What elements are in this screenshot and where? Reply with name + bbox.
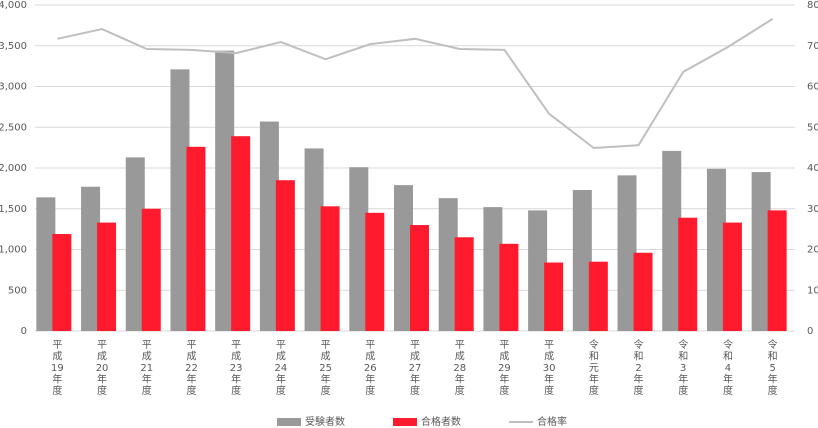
bar (81, 186, 101, 331)
bar (365, 212, 385, 331)
y-tick-label: 4,000 (0, 0, 27, 11)
x-tick-label: 令和元年度 (589, 338, 599, 397)
legend-label: 受験者数 (305, 415, 345, 428)
bar (304, 148, 324, 331)
x-tick-label: 令和 2 年度 (634, 338, 644, 397)
bar (52, 234, 72, 331)
bar (36, 197, 56, 331)
y-tick-label: 3,500 (0, 41, 27, 52)
bar (499, 243, 519, 331)
x-tick-label: 平成 21 年度 (140, 340, 153, 397)
bar (483, 207, 503, 331)
bar (722, 222, 742, 331)
bar (438, 198, 458, 331)
y-tick-label: 500 (8, 285, 27, 296)
x-tick-label: 平成 19 年度 (51, 340, 64, 397)
x-tick-label: 令和 4 年度 (723, 338, 733, 397)
bar (349, 167, 369, 331)
bar (231, 136, 251, 331)
bar (141, 208, 161, 331)
x-tick-label: 平成 24 年度 (275, 340, 288, 397)
x-tick-label: 平成 26 年度 (364, 340, 377, 397)
bar (320, 206, 340, 331)
y-tick-label: 2,500 (0, 122, 27, 133)
x-tick-label: 平成 25 年度 (319, 340, 332, 397)
y2-tick-label: 70 (807, 41, 818, 52)
grid (35, 4, 795, 332)
x-tick-label: 令和 5 年度 (768, 338, 778, 397)
y-tick-label: 1,500 (0, 204, 27, 215)
bar (394, 185, 413, 331)
bar (528, 210, 548, 331)
y2-tick-label: 20 (807, 245, 818, 256)
y-tick-label: 1,000 (0, 245, 27, 256)
y-tick-label: 2,000 (0, 163, 27, 174)
y2-tick-label: 50 (807, 122, 818, 133)
bar (186, 146, 206, 331)
bar (125, 157, 145, 331)
bar (454, 237, 474, 331)
x-tick-label: 平成 28 年度 (453, 340, 466, 397)
bar (544, 262, 564, 331)
y2-tick-label: 60 (807, 82, 818, 93)
bar (97, 222, 117, 331)
bar (275, 180, 295, 331)
bar (259, 121, 279, 331)
x-tick-label: 平成 27 年度 (409, 340, 422, 397)
bar (588, 261, 608, 331)
x-tick-label: 令和 3 年度 (678, 338, 688, 397)
x-tick-label: 平成 29 年度 (498, 340, 511, 397)
bar (662, 150, 682, 331)
y-tick-label: 3,000 (0, 82, 27, 93)
y2-tick-label: 0 (807, 326, 813, 337)
bar (751, 172, 771, 331)
legend-swatch (393, 418, 417, 426)
x-tick-label: 平成 30 年度 (543, 340, 556, 397)
bar (215, 50, 235, 331)
bar (617, 175, 637, 331)
legend-swatch (277, 418, 301, 426)
legend-label: 合格者数 (421, 415, 461, 428)
x-tick-label: 平成 23 年度 (230, 340, 243, 397)
x-tick-label: 平成 20 年度 (96, 340, 109, 397)
bar (410, 225, 429, 331)
y2-tick-label: 30 (807, 204, 818, 215)
y-tick-label: 0 (21, 326, 27, 337)
x-tick-label: 平成 22 年度 (185, 340, 198, 397)
y2-tick-label: 80 (807, 0, 818, 11)
bar (767, 210, 787, 331)
bar (170, 69, 190, 331)
bar (706, 168, 726, 331)
bar (633, 252, 653, 331)
y2-tick-label: 40 (807, 163, 818, 174)
y2-tick-label: 10 (807, 285, 818, 296)
bar (572, 190, 592, 331)
line (57, 18, 774, 150)
bar (678, 217, 698, 331)
legend-label: 合格率 (537, 415, 567, 428)
